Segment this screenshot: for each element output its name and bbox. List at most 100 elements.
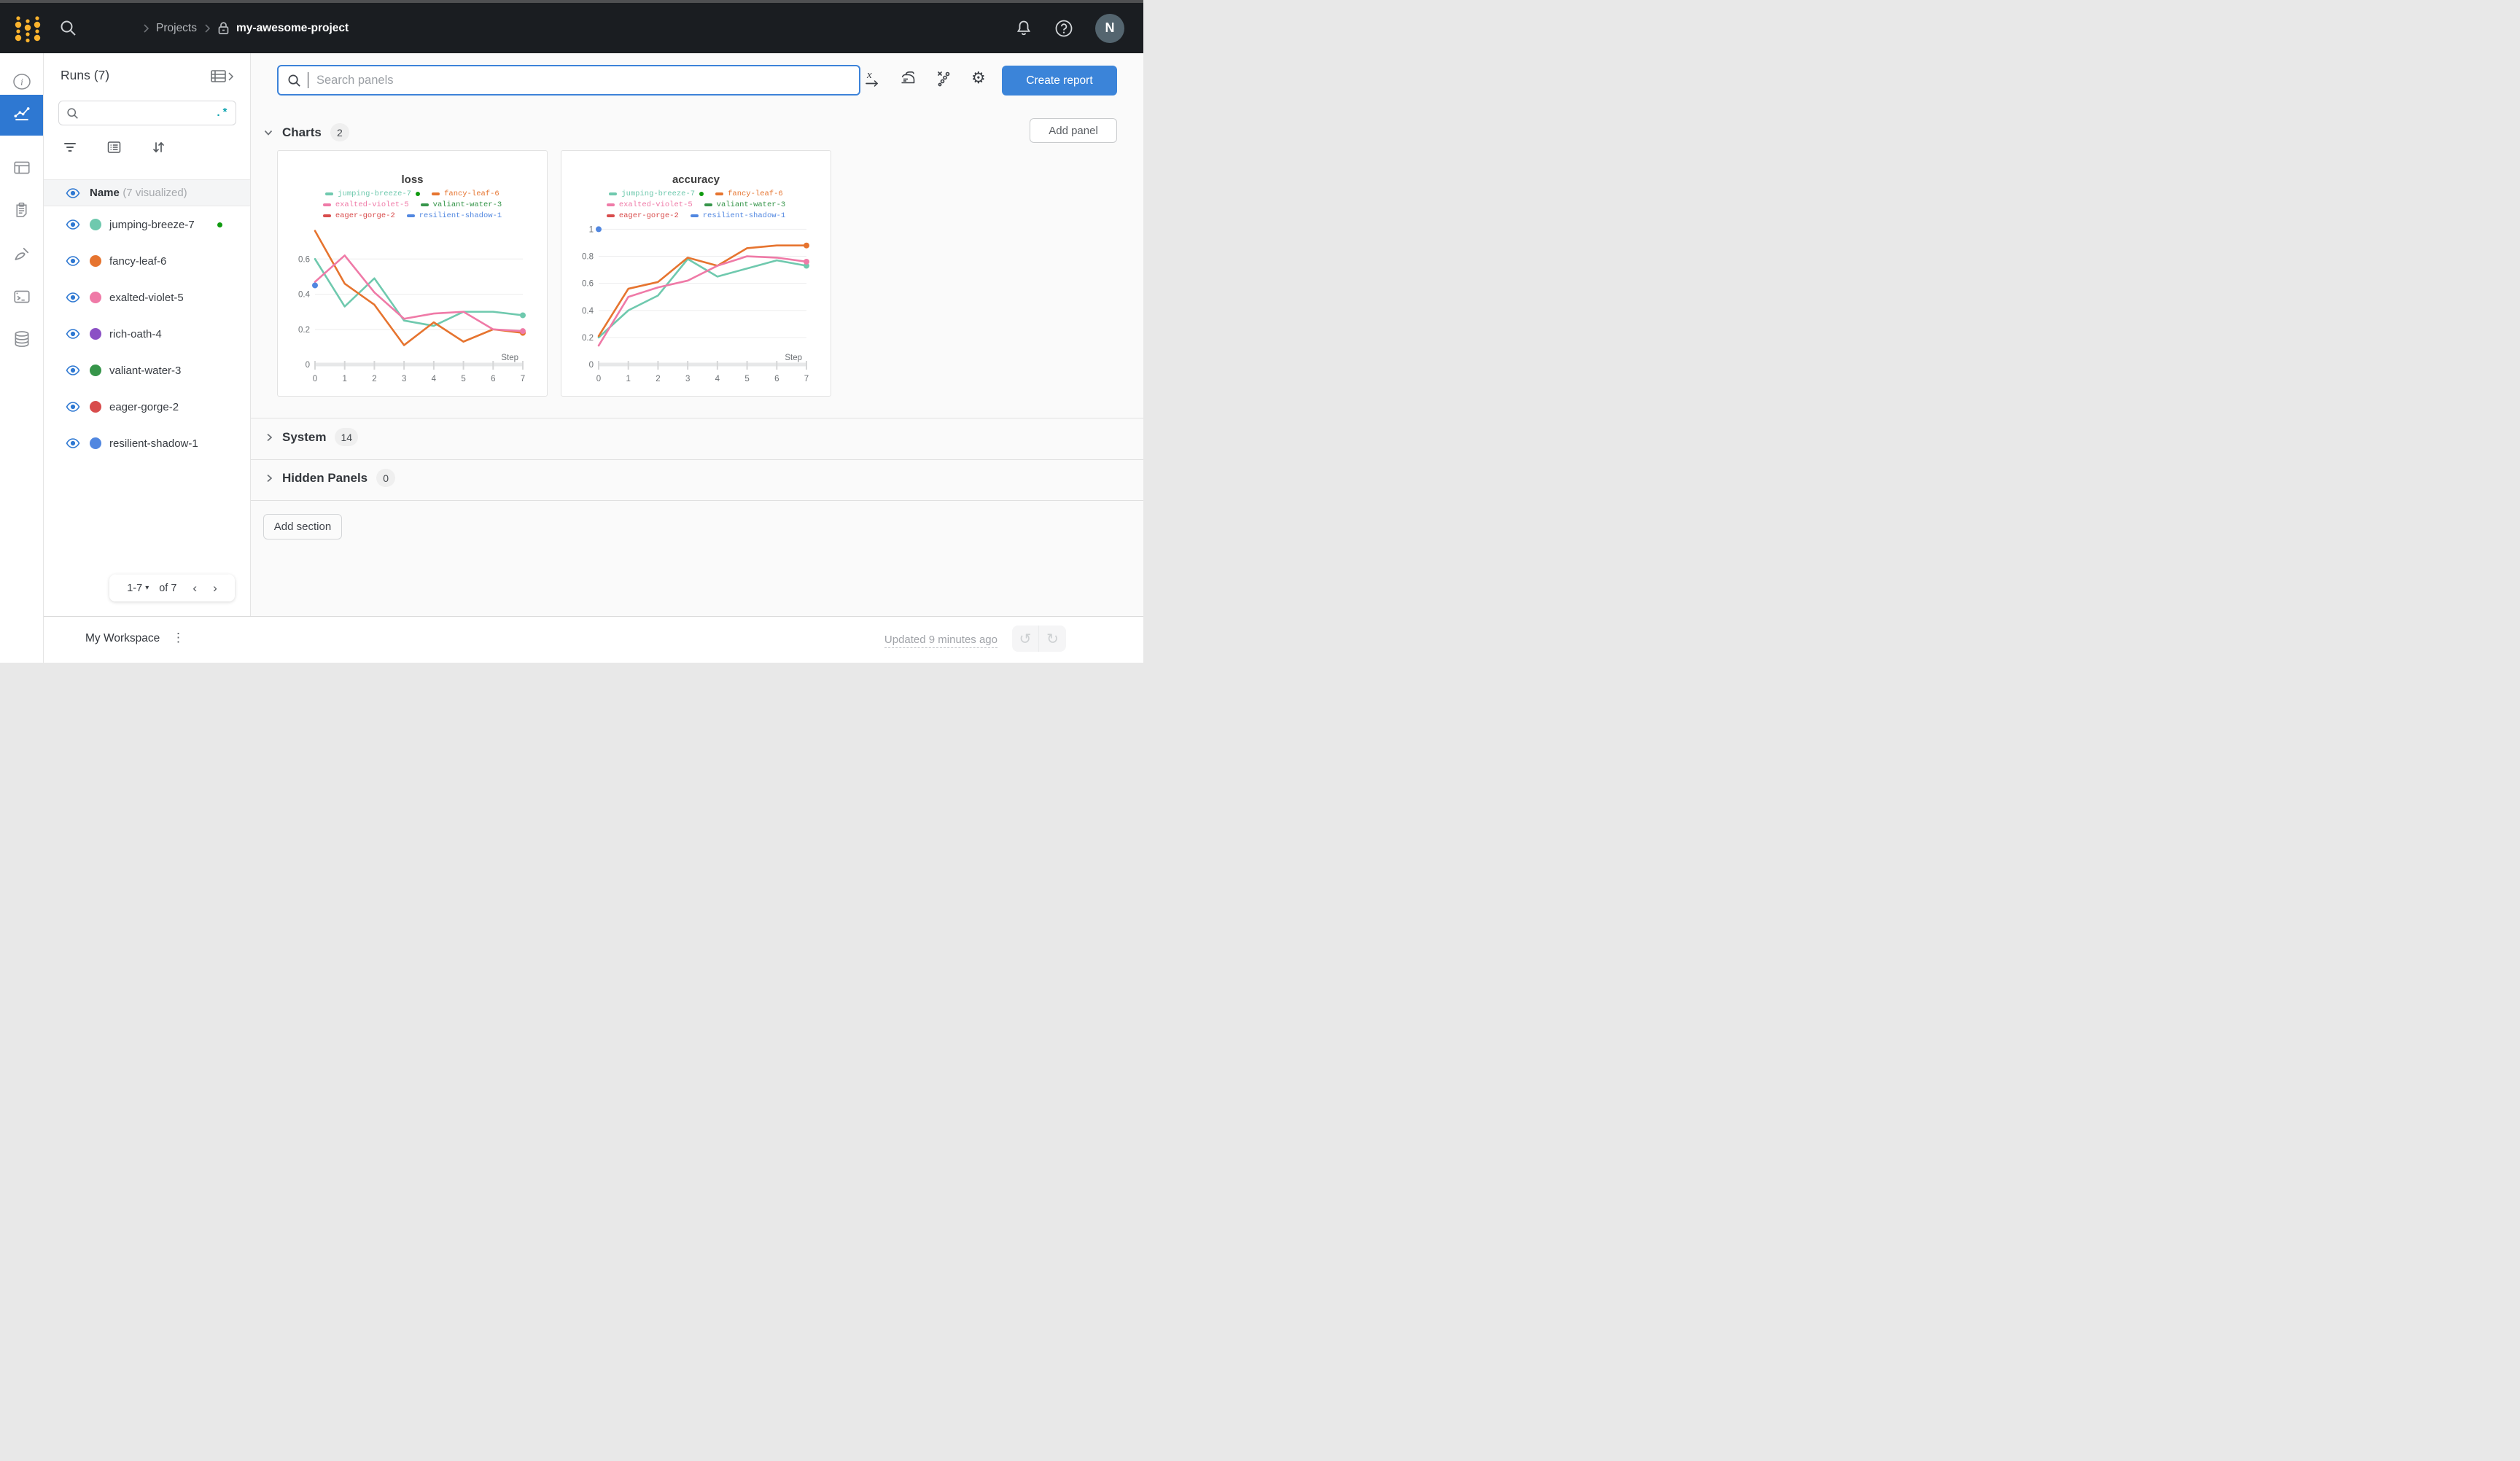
run-row[interactable]: valiant-water-3 [44, 352, 250, 389]
avatar[interactable]: N [1095, 13, 1124, 43]
undo-icon[interactable]: ↺ [1012, 626, 1039, 652]
group-list-icon[interactable] [106, 140, 122, 155]
legend-item[interactable]: eager-gorge-2 [606, 211, 679, 220]
panel-search-box [277, 65, 860, 96]
svg-text:1: 1 [343, 375, 347, 383]
regex-toggle[interactable]: .* [214, 106, 228, 120]
legend-item[interactable]: valiant-water-3 [420, 200, 502, 209]
runs-list-header[interactable]: Name (7 visualized) [44, 179, 250, 206]
legend-label: valiant-water-3 [716, 200, 786, 209]
legend-item[interactable]: exalted-violet-5 [606, 200, 693, 209]
runs-pagination: 1-7 ▾ of 7 ‹ › [109, 574, 235, 601]
pagination-range-dropdown[interactable]: 1-7 ▾ [127, 582, 149, 594]
section-charts-header[interactable]: Charts 2 [263, 123, 349, 141]
notifications-bell-icon[interactable] [1015, 19, 1032, 37]
add-section-button[interactable]: Add section [263, 514, 342, 539]
workspace-menu-kebab-icon[interactable]: ⋮ [172, 631, 184, 644]
eye-icon [66, 219, 80, 230]
run-name[interactable]: exalted-violet-5 [109, 291, 184, 304]
legend-item[interactable]: jumping-breeze-7 [609, 190, 704, 198]
section-hidden-panels-header[interactable]: Hidden Panels 0 [265, 469, 396, 487]
chart-panel-loss[interactable]: loss jumping-breeze-7 fancy-leaf-6 exalted… [277, 150, 548, 397]
eye-icon [66, 256, 80, 266]
legend-item[interactable]: fancy-leaf-6 [715, 190, 783, 198]
rail-item-overview[interactable]: i [0, 63, 43, 104]
rail-item-runs-table[interactable] [0, 149, 43, 190]
breadcrumb-projects[interactable]: Projects [156, 21, 197, 34]
run-color-dot [90, 292, 101, 303]
section-system-header[interactable]: System 14 [265, 428, 359, 446]
run-name[interactable]: eager-gorge-2 [109, 400, 179, 413]
create-report-button[interactable]: Create report [1002, 66, 1117, 96]
legend-item[interactable]: eager-gorge-2 [322, 211, 395, 220]
run-name[interactable]: rich-oath-4 [109, 327, 162, 340]
svg-text:0: 0 [589, 361, 594, 370]
legend-item[interactable]: jumping-breeze-7 [325, 190, 421, 198]
run-name[interactable]: resilient-shadow-1 [109, 437, 198, 450]
panel-search-input[interactable] [315, 72, 850, 88]
run-name[interactable]: valiant-water-3 [109, 364, 182, 377]
breadcrumb-chevron-icon [142, 23, 149, 34]
settings-gear-icon[interactable]: ⚙ [971, 69, 986, 87]
global-search-icon[interactable] [60, 20, 77, 36]
rail-item-jobs[interactable] [0, 191, 43, 232]
wandb-dots-logo [15, 15, 41, 42]
run-row[interactable]: rich-oath-4 [44, 316, 250, 352]
run-running-indicator [416, 192, 421, 196]
runs-header-sub: (7 visualized) [122, 186, 187, 199]
svg-text:2: 2 [656, 375, 660, 383]
outliers-scatter-icon[interactable] [936, 69, 952, 87]
runs-toolbar [63, 140, 166, 155]
filter-icon[interactable] [63, 140, 77, 155]
svg-text:6: 6 [774, 375, 779, 383]
chevron-down-icon [263, 128, 273, 137]
legend-item[interactable]: exalted-violet-5 [322, 200, 409, 209]
wandb-logo[interactable] [12, 12, 44, 44]
chart-title: loss [401, 174, 424, 186]
svg-text:0: 0 [596, 375, 601, 383]
run-name[interactable]: fancy-leaf-6 [109, 254, 167, 268]
last-updated-text[interactable]: Updated 9 minutes ago [884, 634, 998, 648]
legend-label: valiant-water-3 [432, 200, 502, 209]
sort-icon[interactable] [151, 140, 166, 155]
workspace-main: x ⚙ Create report [251, 53, 1143, 616]
rail-item-logs[interactable] [0, 278, 43, 319]
run-row[interactable]: jumping-breeze-7 [44, 206, 250, 243]
pagination-prev-button[interactable]: ‹ [192, 581, 198, 595]
legend-item[interactable]: fancy-leaf-6 [432, 190, 499, 198]
section-charts-label: Charts [282, 125, 322, 139]
legend-dash [715, 192, 724, 195]
legend-dash [609, 192, 618, 195]
add-panel-button[interactable]: Add panel [1030, 118, 1117, 143]
legend-item[interactable]: valiant-water-3 [704, 200, 786, 209]
clipboard-icon [12, 200, 31, 222]
rail-item-sweeps[interactable] [0, 235, 43, 276]
breadcrumb-project-name[interactable]: my-awesome-project [236, 21, 349, 34]
runs-table-toggle-button[interactable] [210, 69, 234, 85]
pagination-next-button[interactable]: › [213, 581, 217, 595]
runs-search-input[interactable] [85, 106, 209, 120]
panel-toolbar: x ⚙ [865, 69, 986, 87]
run-row[interactable]: eager-gorge-2 [44, 389, 250, 425]
help-icon[interactable] [1054, 19, 1073, 38]
runs-list: jumping-breeze-7 fancy-leaf-6 exalted-viol… [44, 206, 250, 461]
runs-sidebar: Runs (7) .* [44, 53, 251, 616]
run-row[interactable]: resilient-shadow-1 [44, 425, 250, 461]
table-icon [211, 70, 226, 82]
legend-item[interactable]: resilient-shadow-1 [690, 211, 785, 220]
redo-icon[interactable]: ↻ [1046, 631, 1059, 647]
rail-item-workspace[interactable] [0, 95, 43, 136]
run-name[interactable]: jumping-breeze-7 [109, 218, 195, 231]
legend-item[interactable]: resilient-shadow-1 [406, 211, 502, 220]
smoothing-iron-icon[interactable] [899, 69, 917, 87]
legend-label: exalted-violet-5 [618, 200, 693, 209]
workspace-name[interactable]: My Workspace [85, 632, 160, 644]
svg-text:0: 0 [306, 361, 310, 370]
rail-item-artifacts[interactable] [0, 320, 43, 361]
window-edge [0, 0, 1143, 3]
chart-panel-accuracy[interactable]: accuracy jumping-breeze-7 fancy-leaf-6 exa… [561, 150, 831, 397]
x-axis-settings-icon[interactable]: x [865, 69, 880, 87]
run-row[interactable]: fancy-leaf-6 [44, 243, 250, 279]
run-row[interactable]: exalted-violet-5 [44, 279, 250, 316]
topbar-actions: N [1015, 13, 1124, 43]
